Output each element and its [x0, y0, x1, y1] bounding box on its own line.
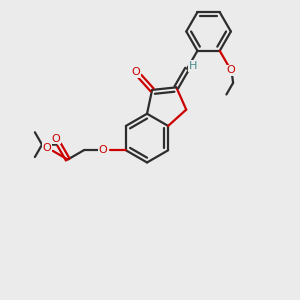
Text: O: O	[52, 134, 60, 144]
Text: O: O	[99, 145, 107, 155]
Text: O: O	[132, 67, 141, 77]
Text: O: O	[43, 142, 52, 153]
Text: H: H	[189, 61, 197, 71]
Text: O: O	[226, 65, 235, 75]
